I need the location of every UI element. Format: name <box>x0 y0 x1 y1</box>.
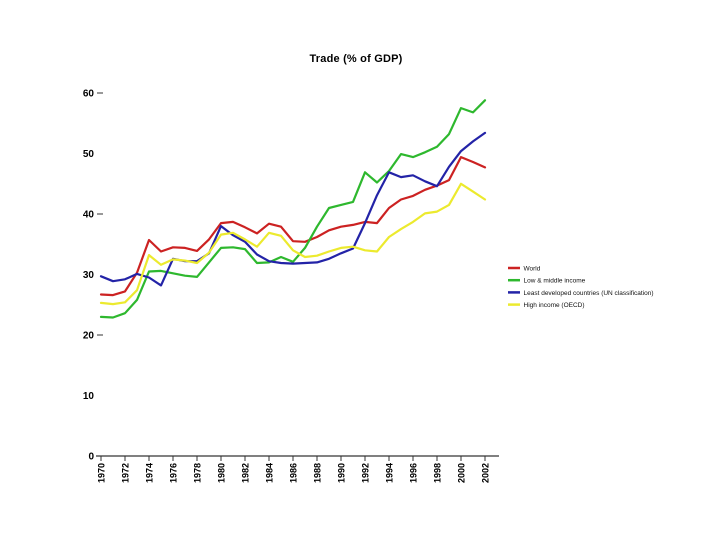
y-axis-label: 0 <box>88 452 94 463</box>
x-axis-label: 1996 <box>409 463 419 483</box>
x-axis-label: 1980 <box>217 463 227 483</box>
x-axis-label: 1988 <box>313 463 323 483</box>
legend-label: Low & middle income <box>524 278 586 285</box>
y-axis-label: 60 <box>83 89 95 100</box>
x-axis-label: 1978 <box>193 463 203 483</box>
x-axis-label: 1994 <box>385 463 395 483</box>
x-axis-label: 1990 <box>337 463 347 483</box>
x-axis-label: 1992 <box>361 463 371 483</box>
series-line-high-income-oecd <box>99 182 487 306</box>
x-axis-label: 1974 <box>145 463 155 483</box>
x-axis-label: 1972 <box>121 463 131 483</box>
legend-label: Least developed countries (UN classifica… <box>524 290 654 297</box>
x-axis-label: 1984 <box>265 463 275 483</box>
x-axis-label: 1976 <box>169 463 179 483</box>
series-line-low-middle-income <box>99 99 487 319</box>
y-axis-label: 50 <box>83 149 95 160</box>
x-axis-label: 2002 <box>481 463 491 483</box>
x-axis-label: 1982 <box>241 463 251 483</box>
legend-label: High income (OECD) <box>524 302 585 309</box>
chart-title: Trade (% of GDP) <box>309 53 403 65</box>
x-axis-label: 1986 <box>289 463 299 483</box>
y-axis-label: 40 <box>83 210 95 221</box>
series-line-world <box>99 156 487 297</box>
y-axis-label: 10 <box>83 391 95 402</box>
y-axis-label: 30 <box>83 270 95 281</box>
series-line-least-developed-countries-un-classification <box>99 131 487 287</box>
x-axis-label: 1998 <box>433 463 443 483</box>
y-axis-label: 20 <box>83 331 95 342</box>
x-axis-label: 1970 <box>97 463 107 483</box>
x-axis-label: 2000 <box>457 463 467 483</box>
legend-label: World <box>524 266 541 273</box>
